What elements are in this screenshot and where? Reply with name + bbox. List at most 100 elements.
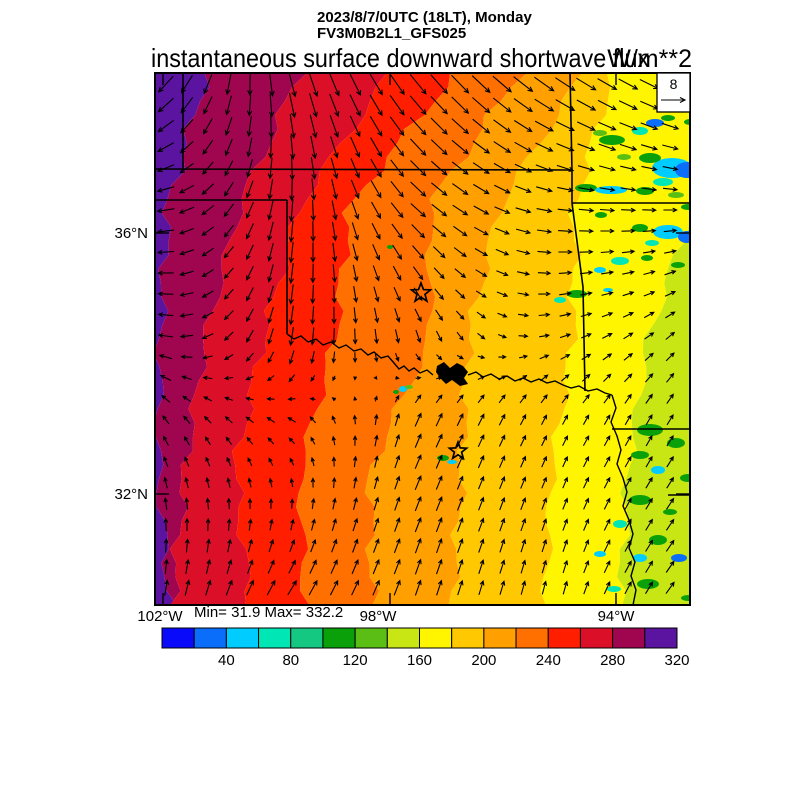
wind-arrow bbox=[601, 291, 614, 296]
wind-arrow bbox=[474, 226, 489, 236]
wind-arrow bbox=[580, 291, 593, 296]
wind-arrow bbox=[457, 558, 464, 575]
flux-band bbox=[169, 73, 387, 605]
cloud-patch bbox=[653, 178, 673, 186]
wind-arrow bbox=[288, 326, 294, 347]
wind-arrow bbox=[435, 454, 443, 469]
cloud-patch bbox=[639, 153, 661, 163]
wind-arrow bbox=[310, 538, 317, 553]
wind-arrow bbox=[412, 266, 424, 281]
wind-arrow bbox=[369, 94, 383, 117]
wind-arrow bbox=[310, 242, 316, 263]
wind-arrow bbox=[369, 116, 383, 137]
wind-arrow bbox=[226, 497, 232, 510]
wind-arrow bbox=[247, 477, 252, 488]
wind-arrow bbox=[179, 292, 194, 298]
wind-arrow bbox=[224, 160, 234, 177]
wind-arrow bbox=[622, 312, 635, 318]
wind-arrow bbox=[329, 93, 340, 118]
map-frame bbox=[154, 72, 691, 606]
wind-arrow bbox=[603, 455, 611, 468]
wind-arrow bbox=[539, 354, 550, 360]
x-tick-label: 94°W bbox=[597, 608, 635, 625]
wind-arrow bbox=[541, 538, 548, 553]
wind-arrow bbox=[180, 354, 193, 360]
colorbar-tick-label: 280 bbox=[600, 652, 625, 669]
wind-arrow bbox=[179, 270, 194, 277]
wind-arrow bbox=[350, 158, 360, 179]
wind-arrow bbox=[645, 497, 653, 510]
wind-arrow bbox=[624, 497, 632, 510]
wind-arrow bbox=[309, 397, 316, 402]
wind-arrow bbox=[330, 157, 339, 180]
wind-arrow bbox=[350, 179, 360, 200]
wind-arrow bbox=[643, 270, 656, 276]
wind-arrow bbox=[372, 244, 381, 261]
wind-arrow bbox=[310, 221, 316, 243]
wind-arrow bbox=[562, 518, 569, 531]
wind-arrow bbox=[205, 517, 211, 531]
wind-arrow bbox=[331, 327, 337, 346]
wind-arrow bbox=[579, 249, 594, 255]
wind-arrow bbox=[390, 137, 405, 157]
wind-arrow bbox=[666, 434, 674, 447]
wind-arrow bbox=[519, 394, 527, 404]
wind-arrow bbox=[456, 331, 464, 341]
wind-arrow bbox=[394, 475, 401, 490]
wind-arrow bbox=[642, 228, 657, 234]
wind-arrow bbox=[561, 394, 569, 404]
wind-arrow bbox=[310, 374, 316, 382]
wind-arrow bbox=[389, 73, 405, 96]
wind-arrow bbox=[451, 161, 469, 175]
wind-arrow bbox=[555, 77, 576, 91]
wind-arrow bbox=[557, 207, 574, 213]
wind-arrow bbox=[246, 308, 254, 323]
wind-arrow bbox=[477, 375, 486, 380]
wind-arrow bbox=[159, 374, 172, 381]
wind-arrow bbox=[540, 394, 548, 404]
wind-arrow bbox=[181, 375, 192, 381]
wind-arrow bbox=[330, 136, 339, 159]
y-tick-label-32n: 32°N bbox=[114, 486, 148, 503]
wind-arrow bbox=[560, 354, 571, 360]
cloud-patch bbox=[637, 424, 663, 436]
colorbar-tick-label: 320 bbox=[664, 652, 689, 669]
cloud-patch bbox=[631, 451, 649, 459]
wind-arrow bbox=[415, 353, 421, 362]
colorbar-tick-label: 160 bbox=[407, 652, 432, 669]
wind-arrow bbox=[600, 249, 615, 255]
wind-arrow bbox=[666, 414, 674, 426]
wind-arrow bbox=[349, 115, 361, 138]
wind-arrow bbox=[309, 327, 316, 346]
wind-arrow bbox=[392, 244, 403, 261]
wind-arrow bbox=[496, 291, 509, 297]
cloud-patch bbox=[633, 554, 647, 562]
wind-arrow bbox=[477, 354, 486, 360]
wind-arrow bbox=[203, 74, 213, 95]
map-layers bbox=[155, 73, 690, 605]
wind-arrow bbox=[331, 456, 337, 467]
colorbar-cell bbox=[419, 627, 453, 649]
wind-arrow bbox=[665, 560, 675, 573]
reference-box-rect bbox=[656, 72, 691, 113]
wind-arrow bbox=[370, 137, 383, 158]
minmax-stats-label: Min= 31.9 Max= 332.2 bbox=[194, 604, 344, 621]
wind-arrow bbox=[515, 228, 532, 235]
wind-arrow bbox=[288, 241, 295, 264]
wind-arrow bbox=[288, 284, 294, 305]
wind-arrow bbox=[373, 496, 380, 511]
reference-vector-box: 8 bbox=[656, 72, 691, 113]
wind-arrow bbox=[453, 247, 467, 258]
wind-arrow bbox=[456, 517, 464, 532]
wind-arrow bbox=[389, 116, 405, 137]
wind-arrow bbox=[203, 96, 213, 115]
colorbar-cell bbox=[290, 627, 324, 649]
wind-arrow bbox=[475, 269, 488, 277]
wind-arrow bbox=[267, 221, 274, 242]
cloud-patch bbox=[651, 466, 665, 474]
wind-arrow bbox=[246, 94, 253, 117]
wind-arrow bbox=[288, 305, 294, 326]
wind-arrow bbox=[493, 141, 512, 154]
wind-arrow bbox=[452, 183, 469, 196]
